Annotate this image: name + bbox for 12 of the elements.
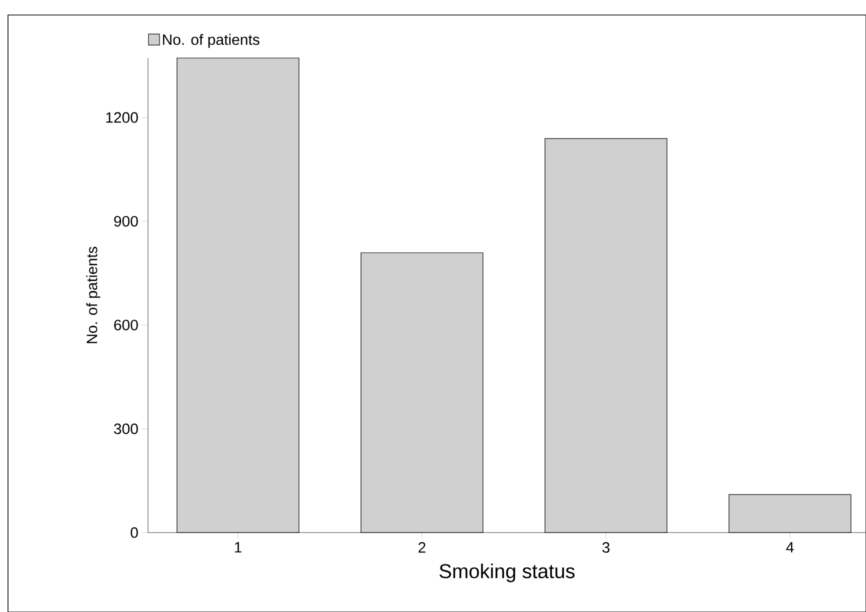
y-axis-title: No. of patients: [86, 246, 100, 344]
x-axis-title: Smoking status: [440, 564, 575, 582]
x-tick-label: 1: [234, 542, 242, 552]
x-tick-label: 4: [786, 542, 794, 552]
y-tick-label: 600: [114, 320, 138, 330]
y-tick-label: 0: [130, 527, 138, 538]
x-tick-label: 3: [602, 542, 610, 553]
y-tick-label: 300: [114, 423, 138, 434]
x-tick-label: 2: [418, 542, 426, 553]
y-tick-label: 900: [114, 216, 138, 227]
y-tick-label: 1200: [106, 112, 138, 123]
legend-label: No. of patients: [163, 34, 260, 48]
